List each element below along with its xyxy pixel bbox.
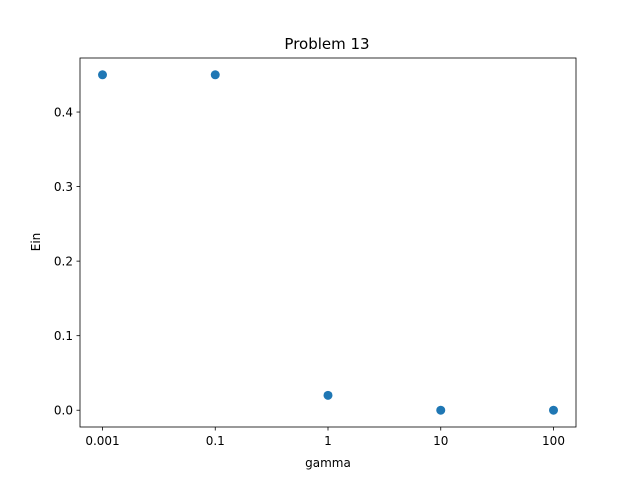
chart-title: Problem 13: [284, 35, 369, 53]
y-axis-label: Ein: [29, 233, 43, 252]
x-tick-label: 1: [324, 434, 332, 448]
y-tick-label: 0.0: [54, 404, 73, 418]
data-point: [436, 405, 446, 415]
data-point: [210, 70, 220, 80]
y-tick-label: 0.2: [54, 255, 73, 269]
x-axis-label: gamma: [305, 456, 351, 470]
y-tick-label: 0.4: [54, 106, 73, 120]
plot-area: 0.0 0.1 0.2 0.3 0.4 0.001 0.1 1 10 100: [54, 70, 565, 448]
x-tick-label: 10: [433, 434, 448, 448]
plot-frame: [79, 57, 577, 428]
y-tick-label: 0.1: [54, 329, 73, 343]
data-point: [98, 70, 107, 80]
y-tick-label: 0.3: [54, 180, 73, 194]
data-point: [549, 405, 558, 415]
data-point: [323, 390, 333, 400]
x-tick-label: 100: [542, 434, 565, 448]
x-tick-label: 0.1: [206, 434, 225, 448]
x-tick-label: 0.001: [85, 434, 119, 448]
